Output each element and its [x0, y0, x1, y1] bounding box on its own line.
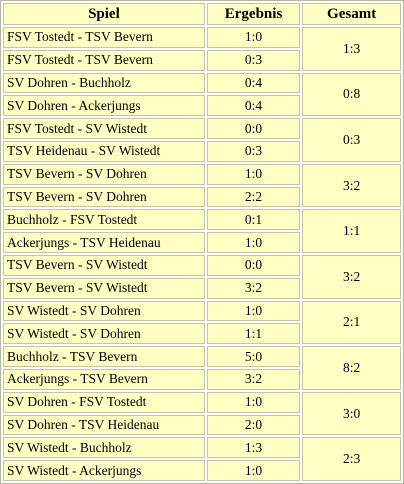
total-cell: 8:2	[302, 346, 401, 390]
result-cell: 0:1	[206, 209, 301, 231]
table-row: Buchholz - TSV Bevern 5:0 8:2	[3, 346, 401, 390]
total-cell: 2:3	[302, 437, 401, 481]
table-row: SV Wistedt - SV Dohren 1:1	[3, 323, 401, 345]
match-cell: TSV Bevern - SV Wistedt	[3, 277, 205, 299]
header-row: Spiel Ergebnis Gesamt	[3, 3, 401, 25]
match-cell: SV Wistedt - Ackerjungs	[3, 460, 205, 481]
match-cell: SV Dohren - Ackerjungs	[3, 95, 205, 117]
table-row: SV Wistedt - SV Dohren 1:0 2:1	[3, 300, 401, 345]
match-cell: Ackerjungs - TSV Heidenau	[3, 232, 205, 253]
table-row: SV Dohren - FSV Tostedt 1:0 3:0	[3, 391, 401, 436]
result-cell: 1:0	[206, 391, 301, 413]
table-row: TSV Heidenau - SV Wistedt 0:3	[3, 140, 401, 162]
total-cell: 0:8	[302, 72, 401, 117]
result-cell: 1:0	[206, 27, 301, 48]
match-cell: SV Dohren - FSV Tostedt	[3, 391, 205, 413]
table-row: Ackerjungs - TSV Bevern 3:2	[3, 368, 401, 390]
table-row: FSV Tostedt - TSV Bevern 0:3	[3, 49, 401, 71]
total-cell: 0:3	[302, 118, 401, 162]
result-cell: 0:3	[206, 49, 301, 71]
match-cell: TSV Bevern - SV Dohren	[3, 186, 205, 208]
result-cell: 5:0	[206, 346, 301, 367]
result-cell: 1:0	[206, 460, 301, 481]
total-cell: 2:1	[302, 300, 401, 345]
header-spiel: Spiel	[3, 3, 205, 25]
result-cell: 0:0	[206, 118, 301, 139]
match-cell: FSV Tostedt - TSV Bevern	[3, 49, 205, 71]
result-cell: 1:3	[206, 437, 301, 459]
table-row: TSV Bevern - SV Dohren 2:2	[3, 186, 401, 208]
match-cell: Ackerjungs - TSV Bevern	[3, 368, 205, 390]
match-cell: SV Wistedt - Buchholz	[3, 437, 205, 459]
result-cell: 3:2	[206, 277, 301, 299]
result-cell: 1:0	[206, 163, 301, 185]
match-cell: SV Dohren - Buchholz	[3, 72, 205, 94]
match-cell: TSV Bevern - SV Dohren	[3, 163, 205, 185]
table-row: SV Wistedt - Buchholz 1:3 2:3	[3, 437, 401, 481]
result-cell: 1:0	[206, 300, 301, 322]
results-body: FSV Tostedt - TSV Bevern 1:0 1:3 FSV Tosted…	[3, 27, 401, 481]
match-cell: Buchholz - FSV Tostedt	[3, 209, 205, 231]
table-row: TSV Bevern - SV Wistedt 0:0 3:2	[3, 254, 401, 299]
match-cell: TSV Bevern - SV Wistedt	[3, 254, 205, 276]
result-cell: 2:0	[206, 414, 301, 436]
total-cell: 1:1	[302, 209, 401, 253]
match-cell: TSV Heidenau - SV Wistedt	[3, 140, 205, 162]
table-row: TSV Bevern - SV Dohren 1:0 3:2	[3, 163, 401, 208]
match-cell: Buchholz - TSV Bevern	[3, 346, 205, 367]
result-cell: 3:2	[206, 368, 301, 390]
table-row: TSV Bevern - SV Wistedt 3:2	[3, 277, 401, 299]
header-gesamt: Gesamt	[302, 3, 401, 25]
header-ergebnis: Ergebnis	[206, 3, 301, 25]
total-cell: 3:2	[302, 163, 401, 208]
result-cell: 0:0	[206, 254, 301, 276]
result-cell: 2:2	[206, 186, 301, 208]
match-cell: SV Wistedt - SV Dohren	[3, 323, 205, 345]
table-row: FSV Tostedt - TSV Bevern 1:0 1:3	[3, 27, 401, 71]
result-cell: 0:4	[206, 72, 301, 94]
match-cell: SV Dohren - TSV Heidenau	[3, 414, 205, 436]
total-cell: 3:2	[302, 254, 401, 299]
match-cell: SV Wistedt - SV Dohren	[3, 300, 205, 322]
table-row: SV Dohren - Ackerjungs 0:4	[3, 95, 401, 117]
table-row: FSV Tostedt - SV Wistedt 0:0 0:3	[3, 118, 401, 162]
total-cell: 1:3	[302, 27, 401, 71]
table-row: Ackerjungs - TSV Heidenau 1:0	[3, 232, 401, 253]
result-cell: 1:0	[206, 232, 301, 253]
table-row: SV Dohren - TSV Heidenau 2:0	[3, 414, 401, 436]
total-cell: 3:0	[302, 391, 401, 436]
match-cell: FSV Tostedt - TSV Bevern	[3, 27, 205, 48]
table-row: Buchholz - FSV Tostedt 0:1 1:1	[3, 209, 401, 253]
match-cell: FSV Tostedt - SV Wistedt	[3, 118, 205, 139]
result-cell: 0:4	[206, 95, 301, 117]
result-cell: 1:1	[206, 323, 301, 345]
result-cell: 0:3	[206, 140, 301, 162]
table-row: SV Dohren - Buchholz 0:4 0:8	[3, 72, 401, 117]
